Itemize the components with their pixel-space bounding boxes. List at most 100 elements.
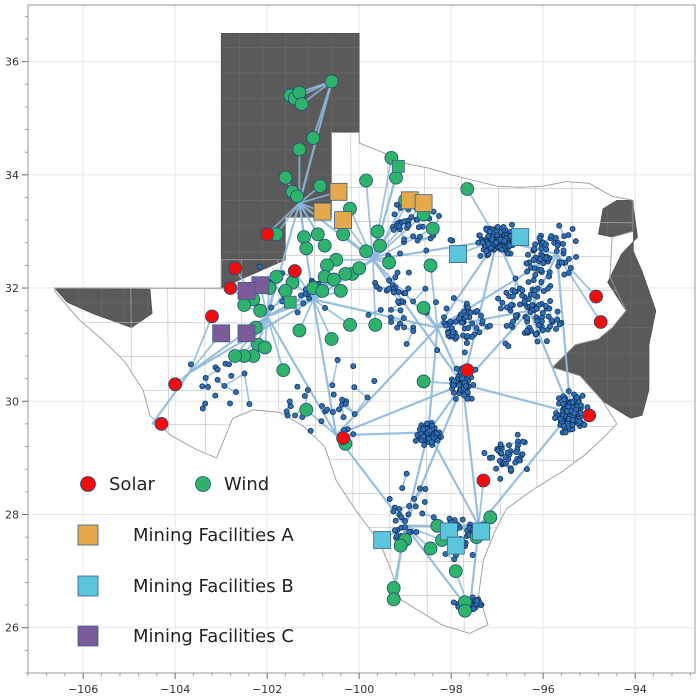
bus-node [385, 286, 392, 292]
bus-node [405, 269, 412, 276]
x-tick-label: −94 [624, 683, 647, 696]
x-tick-label: −102 [252, 683, 282, 696]
bus-node [329, 409, 336, 416]
bus-node [519, 438, 526, 445]
bus-node [543, 246, 550, 253]
mining-facilities-amarker [313, 202, 332, 221]
bus-node [336, 406, 342, 413]
windmarker [257, 340, 272, 355]
transmission-line [331, 359, 339, 386]
windmarker [483, 510, 498, 525]
bus-node [307, 427, 314, 434]
transmission-line [266, 202, 301, 317]
bus-node [443, 305, 450, 312]
bus-node [436, 212, 442, 219]
bus-node [256, 263, 263, 270]
bus-node [421, 498, 428, 505]
bus-node [393, 201, 400, 208]
windmarker [416, 374, 431, 389]
transmission-line [354, 396, 369, 415]
bus-node [525, 251, 531, 258]
bus-node [292, 412, 298, 419]
bus-node [548, 317, 555, 324]
bus-node [447, 236, 454, 243]
bus-node [524, 315, 531, 322]
bus-node [199, 383, 206, 390]
windmarker [326, 272, 341, 287]
legend-label-mining-facilities-a: Mining Facilities A [133, 525, 294, 546]
bus-node [510, 318, 516, 325]
bus-node [552, 235, 559, 241]
bus-node [371, 378, 378, 384]
transmission-line [462, 383, 572, 414]
bus-node [581, 421, 588, 428]
bus-node [477, 252, 484, 259]
bus-node [478, 312, 484, 319]
bus-node [394, 324, 401, 331]
bus-node [460, 308, 467, 315]
windmarker [310, 227, 325, 242]
bus-node [214, 376, 221, 383]
bus-node [530, 257, 537, 263]
bus-node [512, 275, 519, 282]
solarmarker [205, 309, 219, 324]
legend-marker-mining-facilities-c [77, 625, 99, 647]
bus-node [402, 524, 408, 531]
bus-node [410, 233, 417, 240]
bus-node [576, 418, 583, 425]
windmarker [278, 170, 293, 185]
bus-node [547, 298, 554, 304]
bus-node [392, 517, 399, 524]
bus-node [560, 240, 567, 247]
solarmarker [228, 261, 242, 276]
bus-node [324, 406, 331, 413]
solarmarker [154, 417, 169, 431]
bus-node [485, 241, 492, 248]
bus-node [533, 305, 540, 312]
bus-node [202, 400, 209, 407]
bus-node [544, 285, 551, 292]
bus-node [554, 242, 561, 249]
legend-marker-wind [195, 476, 211, 492]
bus-node [342, 400, 349, 407]
mining-facilities-bmarker [511, 228, 530, 247]
bus-node [517, 301, 523, 308]
transmission-line [151, 372, 190, 425]
bus-node [524, 466, 530, 473]
bus-node [565, 388, 572, 395]
windmarker [423, 258, 438, 273]
mining-facilities-bmarker [472, 522, 491, 541]
facility-markers [154, 74, 608, 618]
bus-node [424, 420, 430, 427]
bus-node [509, 221, 515, 228]
bus-node [498, 450, 505, 456]
bus-node [390, 289, 397, 296]
mining-facilities-bmarker [446, 536, 465, 555]
bus-node [283, 408, 290, 415]
bus-node [391, 211, 398, 218]
bus-node [483, 248, 490, 255]
bus-node [498, 246, 505, 253]
legend-marker-mining-facilities-b [77, 575, 99, 597]
windmarker [278, 283, 293, 298]
bus-node [351, 384, 358, 391]
mining-facilities-cmarker [237, 324, 256, 343]
bus-node [525, 279, 532, 286]
windmarker [299, 402, 314, 417]
bus-node [202, 375, 209, 381]
bus-node [410, 328, 417, 334]
bus-node [450, 382, 457, 389]
bus-node [246, 401, 253, 408]
bus-node [509, 293, 516, 300]
bus-node [459, 516, 466, 523]
bus-node [405, 511, 412, 518]
bus-node [434, 437, 441, 444]
mining-facilities-bmarker [373, 531, 392, 549]
bus-node [547, 323, 553, 330]
bus-node [565, 232, 572, 239]
bus-node [504, 449, 511, 456]
x-tick-label: −104 [160, 683, 190, 696]
bus-node [567, 265, 574, 271]
bus-node [463, 313, 470, 320]
windmarker [317, 238, 332, 253]
